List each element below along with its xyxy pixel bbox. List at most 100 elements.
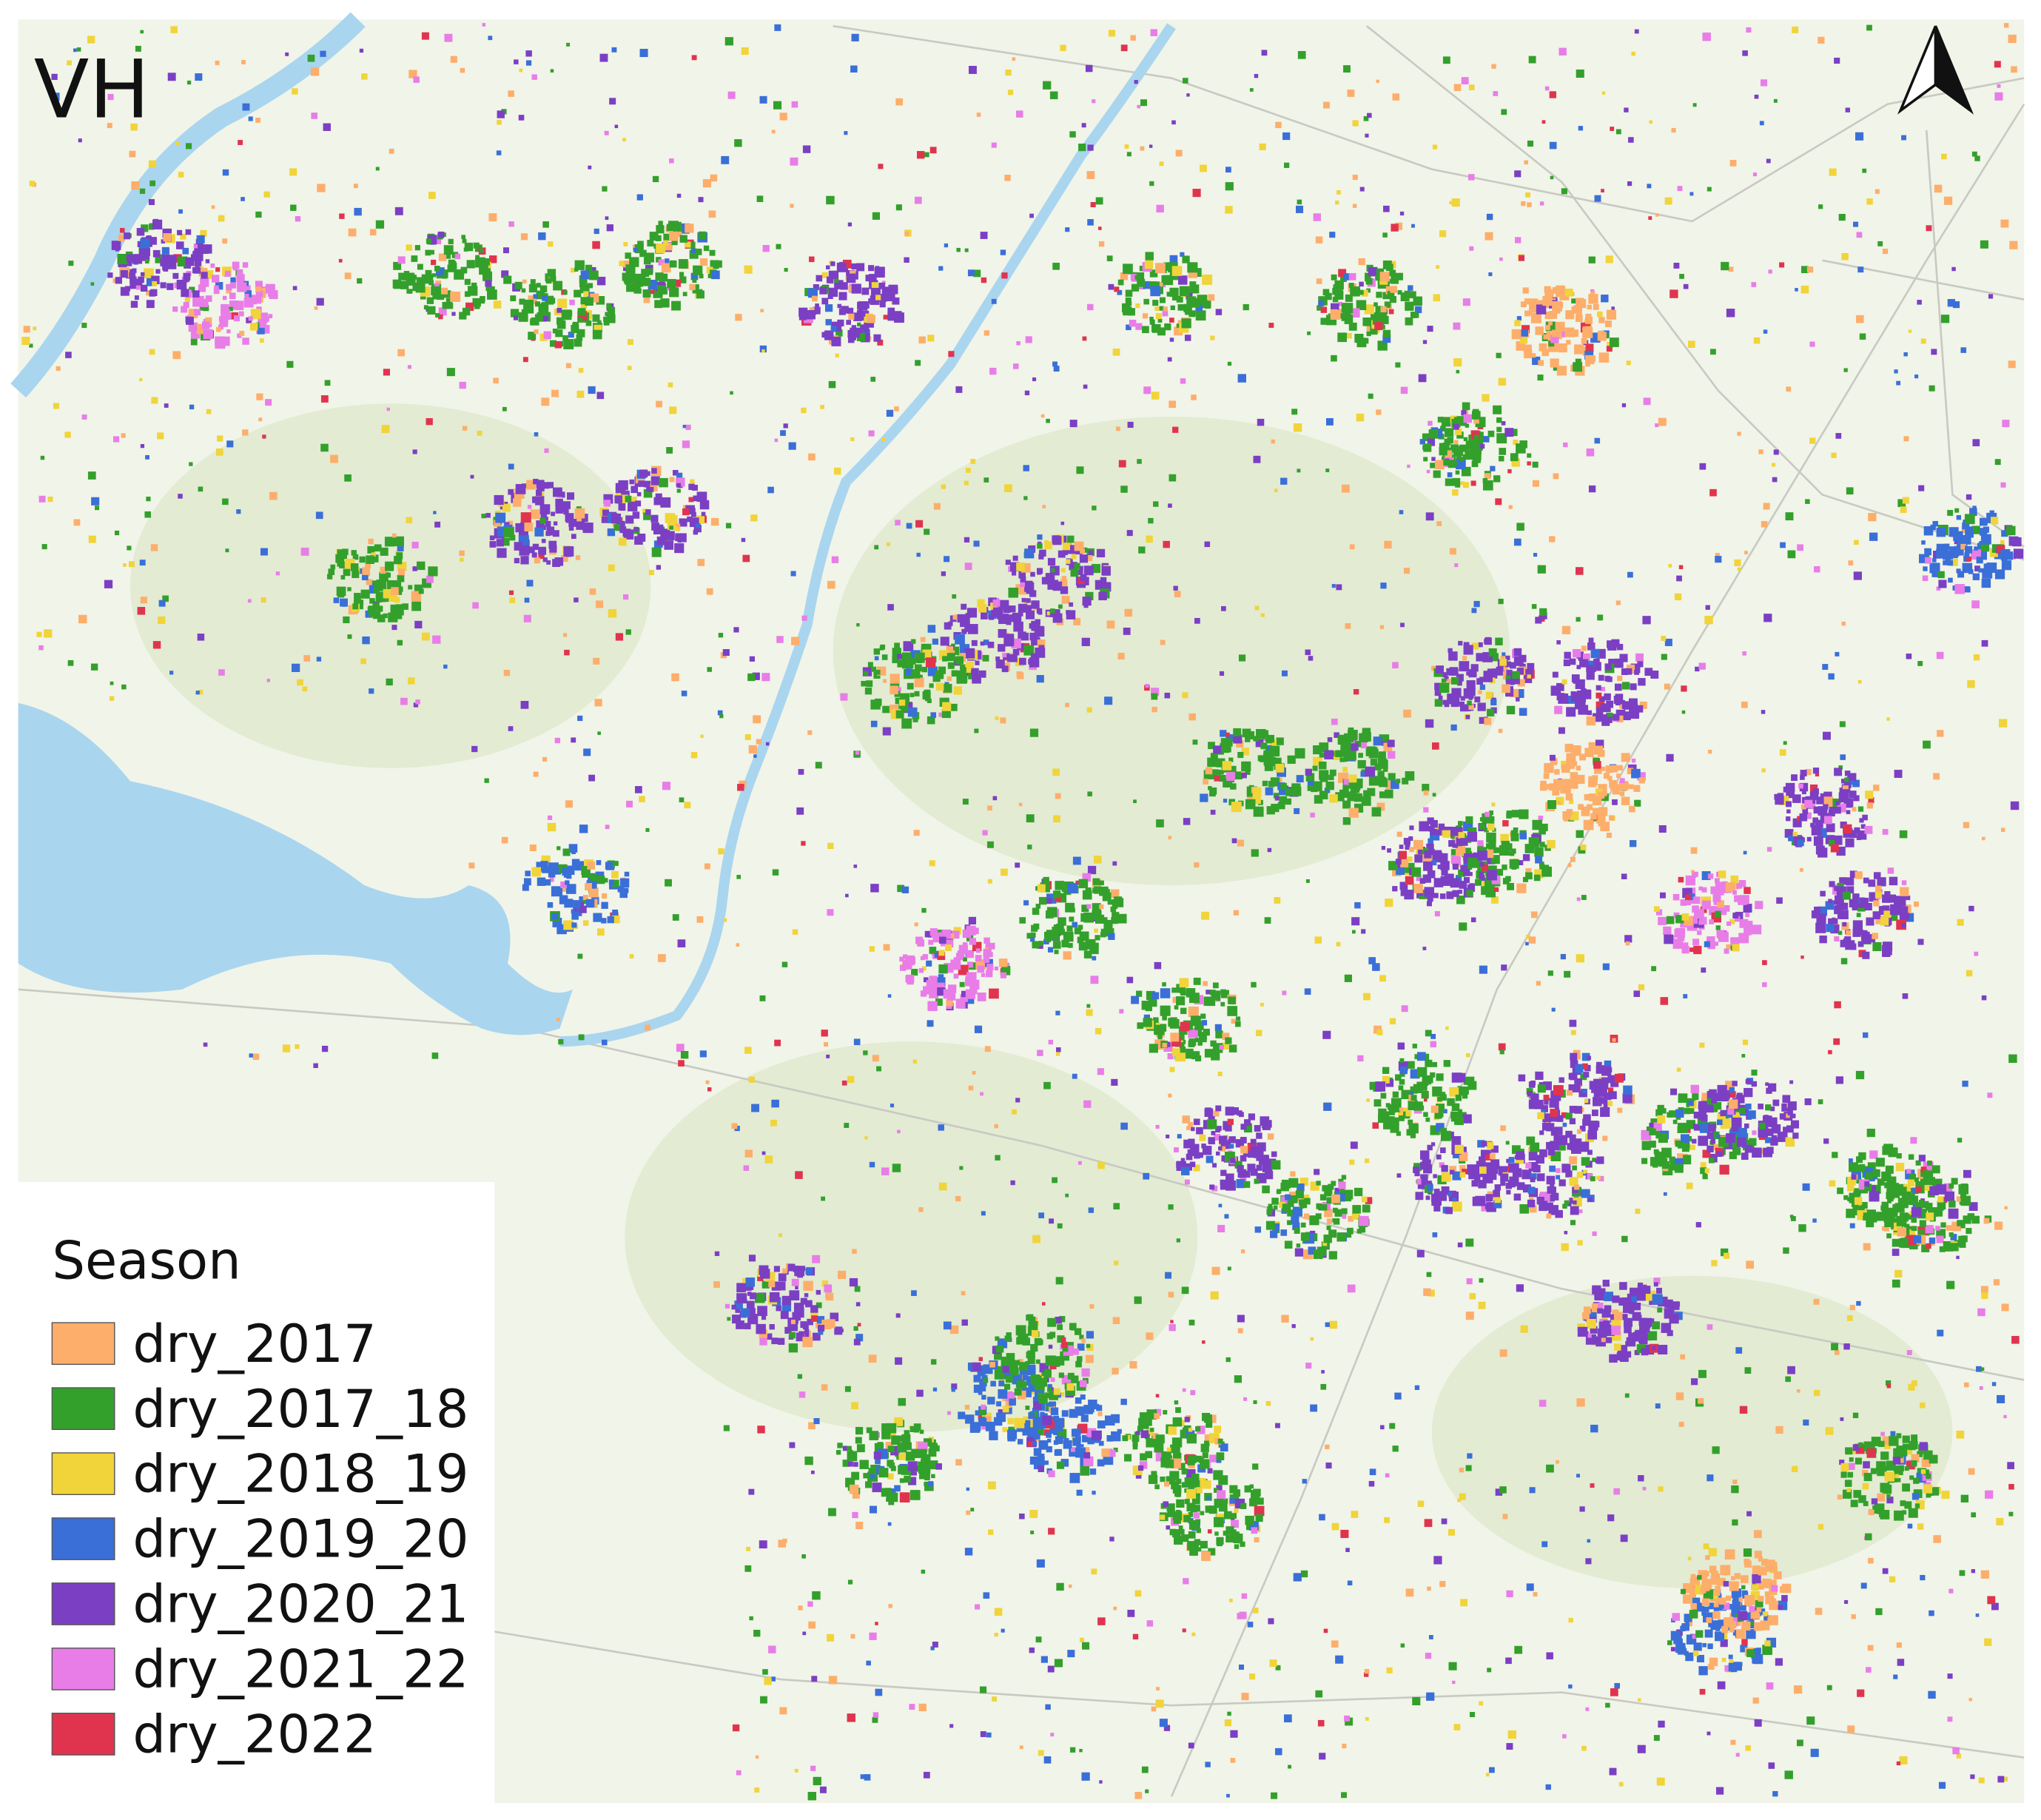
season-patch xyxy=(1430,463,1436,469)
season-patch xyxy=(1812,788,1819,795)
season-patch xyxy=(112,278,118,283)
season-patch xyxy=(2001,827,2005,832)
season-patch xyxy=(988,1481,996,1490)
season-patch xyxy=(1707,873,1714,879)
season-patch xyxy=(1124,144,1129,149)
season-patch xyxy=(1563,442,1568,448)
season-patch xyxy=(656,285,666,295)
season-patch xyxy=(705,1080,710,1084)
season-patch xyxy=(1709,919,1714,924)
season-patch xyxy=(1553,1085,1564,1095)
season-patch xyxy=(1809,784,1818,793)
season-patch xyxy=(576,390,585,398)
season-patch xyxy=(1618,1782,1624,1787)
season-patch xyxy=(1583,819,1594,830)
season-patch xyxy=(126,254,135,263)
season-patch xyxy=(1500,1125,1506,1131)
season-patch xyxy=(940,637,949,646)
season-patch xyxy=(1382,767,1388,772)
season-patch xyxy=(1031,600,1040,609)
season-patch xyxy=(1835,433,1842,439)
season-patch xyxy=(1166,292,1172,297)
season-patch xyxy=(1606,309,1617,320)
season-patch xyxy=(333,597,340,603)
season-patch xyxy=(1432,144,1438,150)
season-patch xyxy=(1547,970,1553,976)
season-patch xyxy=(1744,1367,1752,1374)
season-patch xyxy=(1707,187,1712,192)
season-patch xyxy=(1127,1609,1135,1617)
season-patch xyxy=(679,797,685,803)
season-patch xyxy=(1217,1224,1225,1233)
season-patch xyxy=(1678,565,1684,570)
season-patch xyxy=(956,673,967,684)
season-patch xyxy=(1078,565,1083,571)
season-patch xyxy=(979,1686,987,1693)
season-patch xyxy=(802,1631,807,1636)
season-patch xyxy=(1192,739,1198,745)
season-patch xyxy=(790,157,798,166)
season-patch xyxy=(194,259,201,266)
season-patch xyxy=(632,497,637,502)
season-patch xyxy=(1500,656,1505,661)
season-patch xyxy=(1224,1719,1232,1727)
season-patch xyxy=(470,474,474,479)
season-patch xyxy=(1556,1115,1564,1122)
season-patches xyxy=(21,23,2024,1801)
season-patch xyxy=(1499,1486,1507,1494)
season-patch xyxy=(1000,717,1006,724)
season-patch xyxy=(1641,1158,1648,1164)
season-patch xyxy=(1348,273,1356,281)
season-patch xyxy=(1459,1493,1466,1500)
season-patch xyxy=(389,593,398,602)
season-patch xyxy=(1994,92,2003,101)
season-patch xyxy=(727,1317,731,1321)
season-patch xyxy=(1631,758,1636,763)
season-patch xyxy=(1363,993,1371,1001)
season-patch xyxy=(571,737,576,743)
season-patch xyxy=(1581,806,1587,812)
season-patch xyxy=(1366,331,1371,337)
season-patch xyxy=(1520,301,1527,308)
season-patch xyxy=(1820,890,1826,897)
season-patch xyxy=(901,660,910,669)
season-patch xyxy=(1544,1100,1549,1105)
season-patch xyxy=(259,338,264,343)
season-patch xyxy=(427,306,436,315)
season-patch xyxy=(689,249,699,259)
season-patch xyxy=(1343,273,1351,281)
season-patch xyxy=(1192,189,1201,198)
season-patch xyxy=(1434,911,1440,917)
season-patch xyxy=(91,497,100,506)
season-patch xyxy=(1528,1081,1536,1088)
season-patch xyxy=(1933,1535,1941,1543)
season-patch xyxy=(872,1716,878,1723)
season-patch xyxy=(510,295,517,302)
season-patch xyxy=(759,995,766,1001)
season-patch xyxy=(980,1731,986,1737)
season-patch xyxy=(1502,652,1506,657)
season-patch xyxy=(135,285,141,290)
season-patch xyxy=(788,442,796,450)
season-patch xyxy=(1505,661,1511,668)
season-patch xyxy=(508,221,514,227)
season-patch xyxy=(692,286,699,294)
season-patch xyxy=(1045,1704,1051,1710)
season-patch xyxy=(733,627,739,633)
season-patch xyxy=(1933,773,1940,780)
season-patch xyxy=(1902,497,1909,504)
season-patch xyxy=(297,679,303,686)
season-patch xyxy=(406,289,411,294)
season-patch xyxy=(1510,833,1519,842)
season-patch xyxy=(1519,809,1529,819)
season-patch xyxy=(671,673,679,682)
season-patch xyxy=(1527,140,1534,147)
season-patch xyxy=(425,269,432,277)
season-patch xyxy=(2007,1462,2014,1469)
season-patch xyxy=(1615,129,1621,135)
season-patch xyxy=(241,197,245,201)
season-patch xyxy=(1389,1018,1396,1024)
season-patch xyxy=(625,252,631,259)
season-patch xyxy=(618,537,627,546)
season-patch xyxy=(1495,637,1503,645)
